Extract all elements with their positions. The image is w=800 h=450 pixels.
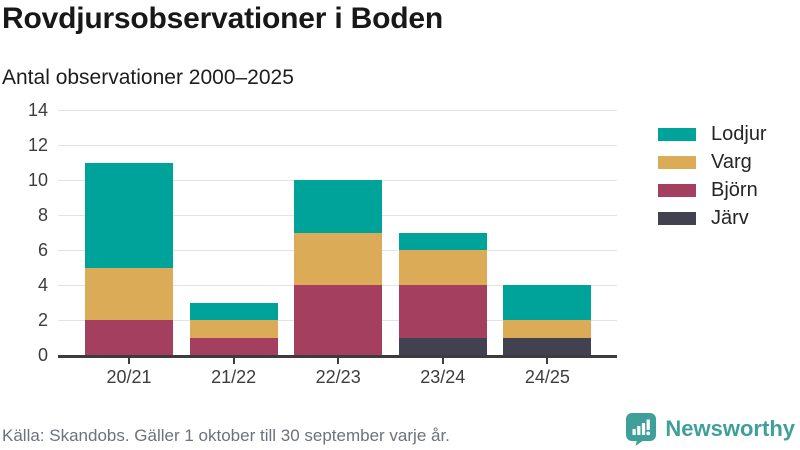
newsworthy-logo-text: Newsworthy [665,416,795,441]
x-axis-tick [546,358,549,364]
y-axis-tick-label: 6 [37,240,48,260]
bar-segment-lodjur [294,180,383,233]
bar-segment-varg [398,250,487,285]
legend-label: Björn [711,178,758,201]
newsworthy-logo: Newsworthy [625,412,795,446]
y-axis-tick-label: 2 [37,310,48,330]
legend-item-bjorn: Björn [658,178,767,202]
legend-swatch-jarv [658,211,696,225]
y-axis-tick-label: 14 [27,100,48,120]
y-axis-tick-label: 4 [37,275,48,295]
chart-subtitle: Antal observationer 2000–2025 [2,66,294,89]
newsworthy-logo-icon [626,413,657,446]
source-note: Källa: Skandobs. Gäller 1 oktober till 3… [2,426,450,445]
bar-segment-varg [503,320,592,338]
x-axis-tick [128,358,130,364]
x-axis-line [58,355,617,358]
bar-segment-lodjur [398,232,487,250]
bar-segment-bjorn [294,285,383,355]
legend-item-jarv: Järv [658,206,767,230]
x-axis-tick-label: 22/23 [315,367,361,387]
x-axis-tick [337,358,340,364]
gridline [58,145,617,146]
y-axis-tick-label: 12 [27,135,48,155]
legend: Lodjur Varg Björn Järv [658,122,767,234]
x-axis-tick-label: 24/25 [524,367,570,387]
y-axis-tick-label: 0 [37,345,48,365]
x-axis-tick-label: 20/21 [106,367,152,387]
legend-item-lodjur: Lodjur [658,122,767,146]
y-axis-tick-label: 8 [37,205,48,225]
chart-title: Rovdjursobservationer i Boden [2,2,443,35]
gridline [58,110,617,111]
bar-segment-varg [189,320,278,338]
bar-segment-lodjur [189,302,278,320]
bar-segment-lodjur [503,285,592,320]
legend-label: Lodjur [711,122,767,145]
y-axis-tick-label: 10 [27,170,48,190]
bar-segment-jarv [398,337,487,355]
legend-swatch-bjorn [658,183,696,197]
legend-item-varg: Varg [658,150,767,174]
bar-segment-bjorn [85,320,173,355]
bar-segment-jarv [503,337,592,355]
bar-segment-bjorn [398,285,487,338]
x-axis-tick-label: 21/22 [211,367,257,387]
x-axis-tick [441,358,444,364]
bar-segment-bjorn [189,337,278,355]
bar-segment-varg [294,232,383,285]
legend-label: Varg [711,150,752,173]
legend-swatch-lodjur [658,127,696,141]
x-axis-tick-label: 23/24 [420,367,466,387]
bar-segment-lodjur [85,162,173,268]
x-axis-tick [232,358,235,364]
legend-label: Järv [711,206,749,229]
legend-swatch-varg [658,155,696,169]
bar-segment-varg [85,267,173,320]
